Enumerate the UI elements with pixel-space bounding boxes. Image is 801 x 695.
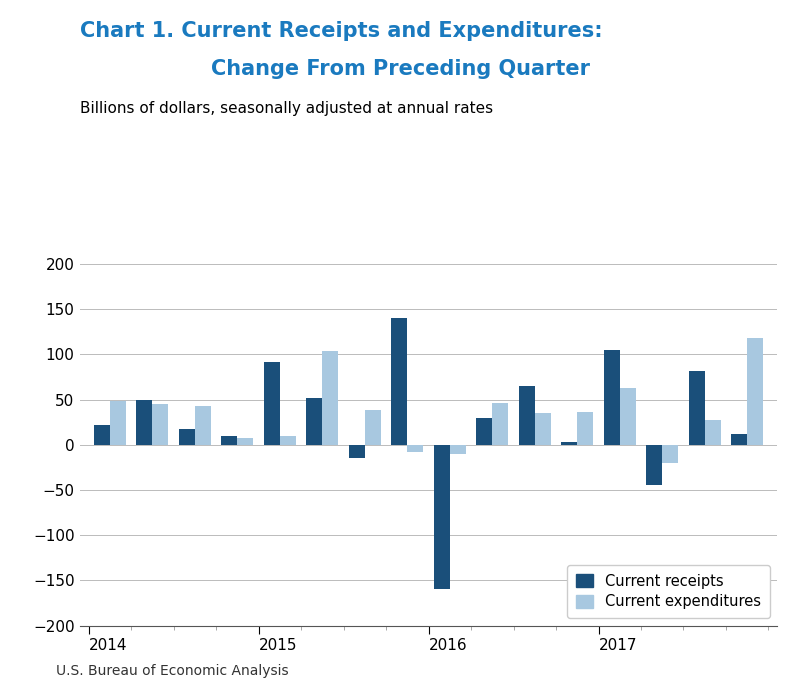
Text: U.S. Bureau of Economic Analysis: U.S. Bureau of Economic Analysis <box>56 664 288 678</box>
Bar <box>562 442 578 445</box>
Bar <box>195 406 211 445</box>
Bar <box>322 351 339 445</box>
Bar <box>152 404 168 445</box>
Bar <box>705 420 721 445</box>
Bar <box>476 418 493 445</box>
Bar <box>578 412 594 445</box>
Bar <box>604 350 620 445</box>
Bar <box>731 434 747 445</box>
Bar <box>237 439 253 445</box>
Bar <box>535 413 551 445</box>
Bar <box>348 445 364 459</box>
Bar <box>433 445 450 589</box>
Bar <box>407 445 424 452</box>
Bar <box>179 430 195 445</box>
Bar <box>264 361 280 445</box>
Bar <box>221 436 237 445</box>
Bar <box>110 402 126 445</box>
Bar <box>646 445 662 485</box>
Bar <box>364 411 381 445</box>
Text: Billions of dollars, seasonally adjusted at annual rates: Billions of dollars, seasonally adjusted… <box>80 101 493 116</box>
Text: Chart 1. Current Receipts and Expenditures:: Chart 1. Current Receipts and Expenditur… <box>80 21 602 41</box>
Bar <box>391 318 407 445</box>
Bar <box>306 398 322 445</box>
Bar <box>689 370 705 445</box>
Text: Change From Preceding Quarter: Change From Preceding Quarter <box>211 59 590 79</box>
Legend: Current receipts, Current expenditures: Current receipts, Current expenditures <box>567 565 770 619</box>
Bar <box>662 445 678 463</box>
Bar <box>450 445 466 454</box>
Bar <box>493 403 509 445</box>
Bar <box>747 338 763 445</box>
Bar <box>136 400 152 445</box>
Bar <box>280 436 296 445</box>
Bar <box>518 386 535 445</box>
Bar <box>94 425 110 445</box>
Bar <box>620 388 636 445</box>
